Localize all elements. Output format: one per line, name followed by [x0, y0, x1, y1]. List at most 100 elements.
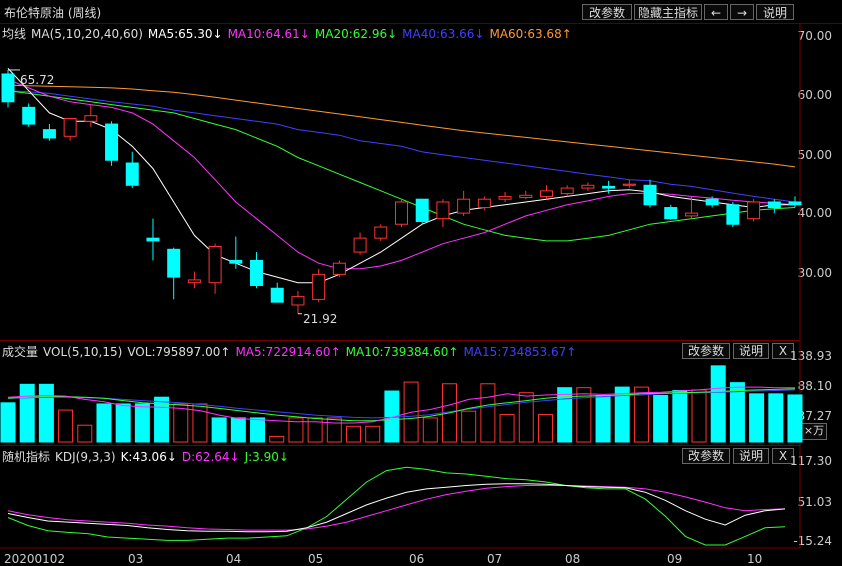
volume-bar-down — [115, 403, 131, 443]
volume-bar-up — [77, 424, 93, 443]
y-tick-60: 60.00 — [797, 88, 832, 102]
volume-bar-down — [653, 395, 669, 443]
volume-bar-down — [729, 382, 745, 443]
kdj-close-button[interactable]: X — [772, 448, 794, 464]
candle-up — [684, 212, 698, 217]
candle-down — [664, 207, 678, 220]
volume-bar-down — [38, 383, 54, 443]
candle-up — [208, 246, 222, 284]
candle-up — [622, 183, 636, 186]
volume-bar-down — [595, 395, 611, 443]
candle-down — [42, 129, 56, 139]
x-tick-3: 05 — [308, 552, 324, 566]
x-tick-4: 06 — [409, 552, 425, 566]
volume-bar-up — [461, 410, 477, 443]
kdj-d-value: D:62.64↓ — [181, 450, 240, 464]
candle-down — [22, 106, 36, 125]
volume-bar-down — [768, 393, 784, 443]
volume-unit-button[interactable]: ×万 — [801, 423, 827, 440]
candle-down — [1, 73, 15, 103]
candle-up — [291, 296, 305, 306]
candle-up — [436, 201, 450, 220]
volume-bar-down — [614, 386, 630, 443]
x-tick-1: 03 — [128, 552, 144, 566]
vol-ma15-line — [7, 389, 796, 419]
candle-down — [105, 123, 119, 161]
volume-bar-down — [710, 365, 726, 443]
candle-up — [560, 187, 574, 195]
volume-close-button[interactable]: X — [772, 343, 794, 359]
candle-down — [125, 162, 139, 186]
candle-up — [498, 195, 512, 200]
high-label: 65.72 — [20, 73, 55, 87]
vol-ma15-value: MA15:734853.67↑ — [463, 345, 577, 359]
volume-bar-down — [749, 393, 765, 443]
volume-bar-up — [537, 414, 553, 443]
volume-bar-up — [499, 414, 515, 443]
candle-down — [788, 201, 802, 206]
vol-legend-name: 成交量 — [2, 345, 39, 359]
volume-bar-up — [288, 417, 304, 443]
ma10-line — [7, 79, 796, 270]
candle-down — [270, 287, 284, 303]
volume-bar-down — [230, 417, 246, 443]
vol-ma5-line — [7, 386, 795, 424]
candle-up — [187, 279, 201, 284]
candle-up — [312, 273, 326, 300]
vol-ma5-value: MA5:722914.60↑ — [235, 345, 341, 359]
ma5-value: MA5:65.30↓ — [147, 27, 223, 41]
candle-up — [581, 184, 595, 189]
kdj-j-value: J:3.90↓ — [244, 450, 289, 464]
candle-down — [229, 259, 243, 264]
volume-params-button[interactable]: 改参数 — [682, 343, 730, 359]
volume-bar-up — [58, 409, 74, 443]
volume-bar-up — [480, 383, 496, 443]
vol-ma10-value: MA10:739384.60↑ — [345, 345, 459, 359]
volume-bar-up — [633, 386, 649, 443]
kdj-tick-mid: 51.03 — [797, 495, 832, 509]
volume-help-button[interactable]: 说明 — [733, 343, 769, 359]
candle-up — [747, 201, 761, 220]
volume-bar-down — [672, 389, 688, 443]
vol-value: VOL:795897.00↑ — [127, 345, 231, 359]
hide-main-indicator-button[interactable]: 隐藏主指标 — [634, 4, 702, 20]
volume-bar-up — [346, 425, 362, 443]
candle-up — [84, 115, 98, 122]
ma60-value: MA60:63.68↑ — [489, 27, 572, 41]
pane-separator-1 — [0, 340, 800, 341]
candle-down — [726, 204, 740, 225]
next-arrow-button[interactable]: → — [730, 4, 754, 20]
ma-legend-name: 均线 — [2, 27, 27, 41]
volume-bar-up — [173, 403, 189, 443]
candle-down — [602, 185, 616, 189]
volume-bar-up — [518, 392, 534, 443]
volume-bar-down — [19, 383, 35, 443]
candle-up — [63, 117, 77, 137]
volume-bar-up — [365, 425, 381, 443]
kdj-help-button[interactable]: 说明 — [733, 448, 769, 464]
volume-bar-down — [211, 417, 227, 443]
ma-legend-params: MA(5,10,20,40,60) — [31, 27, 143, 41]
volume-bar-down — [96, 403, 112, 443]
pane-separator-2 — [0, 445, 800, 446]
candle-down — [146, 237, 160, 242]
volume-bar-up — [326, 417, 342, 443]
volume-bar-down — [154, 396, 170, 443]
prev-arrow-button[interactable]: ← — [704, 4, 728, 20]
low-label: 21.92 — [303, 312, 338, 326]
x-tick-8: 10 — [747, 552, 763, 566]
y-tick-50: 50.00 — [797, 148, 832, 162]
kdj-k-line — [7, 483, 786, 533]
candle-up — [395, 201, 408, 225]
ma60-line — [7, 84, 796, 168]
kdj-d-line — [7, 485, 786, 531]
change-params-button[interactable]: 改参数 — [582, 4, 632, 20]
volume-bar-up — [691, 389, 707, 443]
x-tick-2: 04 — [226, 552, 242, 566]
x-tick-7: 09 — [667, 552, 683, 566]
help-button[interactable]: 说明 — [756, 4, 794, 20]
y-tick-40: 40.00 — [797, 206, 832, 220]
vol-tick-mid: 88.10 — [797, 379, 832, 393]
kdj-params-button[interactable]: 改参数 — [682, 448, 730, 464]
